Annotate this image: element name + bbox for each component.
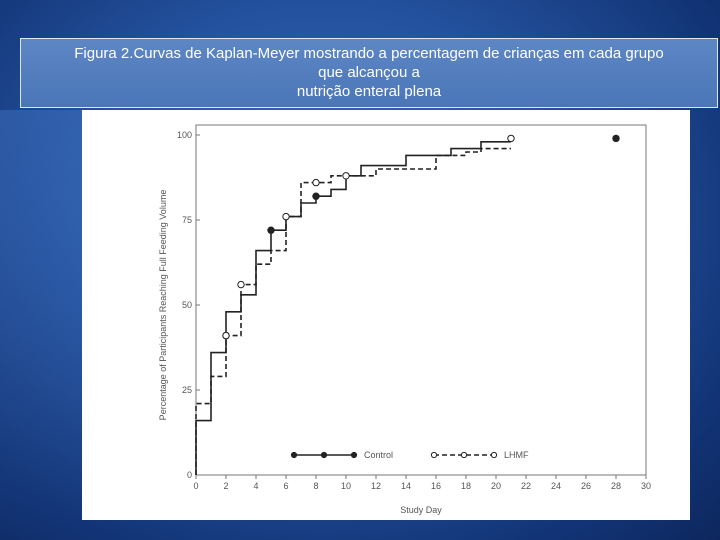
x-tick-label: 28 <box>611 481 621 491</box>
x-tick-label: 12 <box>371 481 381 491</box>
caption-line-3: nutrição enteral plena <box>296 83 442 100</box>
legend-marker-lhmf <box>430 451 438 459</box>
censor-point-lhmf <box>507 134 515 143</box>
legend-marker-lhmf <box>490 451 498 459</box>
y-tick-label: 50 <box>182 300 192 310</box>
censor-point-lhmf <box>312 178 320 187</box>
x-tick-label: 2 <box>223 481 228 491</box>
censor-point-lhmf <box>342 172 350 180</box>
slide-background-accent <box>0 110 82 540</box>
x-tick-label: 30 <box>641 481 651 491</box>
x-tick-label: 6 <box>283 481 288 491</box>
y-tick-label: 0 <box>187 470 192 480</box>
x-tick-label: 14 <box>401 481 411 491</box>
x-tick-label: 16 <box>431 481 441 491</box>
legend-marker-lhmf <box>460 451 468 459</box>
series-line-control <box>195 141 511 475</box>
legend-marker-control <box>350 451 358 459</box>
x-tick-label: 20 <box>491 481 501 491</box>
x-tick-label: 26 <box>581 481 591 491</box>
series-line-lhmf <box>195 147 511 475</box>
censor-point-control <box>312 192 320 200</box>
x-tick-label: 0 <box>193 481 198 491</box>
legend-label-control: Control <box>364 450 393 460</box>
x-tick-label: 22 <box>521 481 531 491</box>
legend-marker-control <box>320 451 328 459</box>
caption-line-2: que alcançou a <box>318 64 420 81</box>
y-tick-label: 75 <box>182 215 192 225</box>
y-tick-label: 100 <box>177 130 192 140</box>
figure-caption: Figura 2.Curvas de Kaplan-Meyer mostrand… <box>20 38 718 108</box>
censor-point-control <box>267 226 275 234</box>
caption-line-1: Figura 2.Curvas de Kaplan-Meyer mostrand… <box>74 45 664 62</box>
y-tick-label: 25 <box>182 385 192 395</box>
censor-point-lhmf <box>282 212 290 221</box>
figure-panel: 0 25 50 75 100 0 2 4 6 8 10 12 14 16 18 20 22 24 26 28 30 C… <box>82 110 690 520</box>
censor-point-lhmf <box>222 331 230 340</box>
x-tick-label: 4 <box>253 481 258 491</box>
censor-point-lhmf <box>237 280 245 289</box>
x-axis-label: Study Day <box>400 505 442 515</box>
x-tick-label: 10 <box>341 481 351 491</box>
plot-frame <box>195 124 647 476</box>
x-tick-label: 24 <box>551 481 561 491</box>
x-tick-label: 18 <box>461 481 471 491</box>
legend-label-lhmf: LHMF <box>504 450 529 460</box>
legend-marker-control <box>290 451 298 459</box>
x-tick-label: 8 <box>313 481 318 491</box>
censor-point-control <box>612 134 620 143</box>
y-axis-label: Percentage of Participants Reaching Full… <box>158 190 168 421</box>
